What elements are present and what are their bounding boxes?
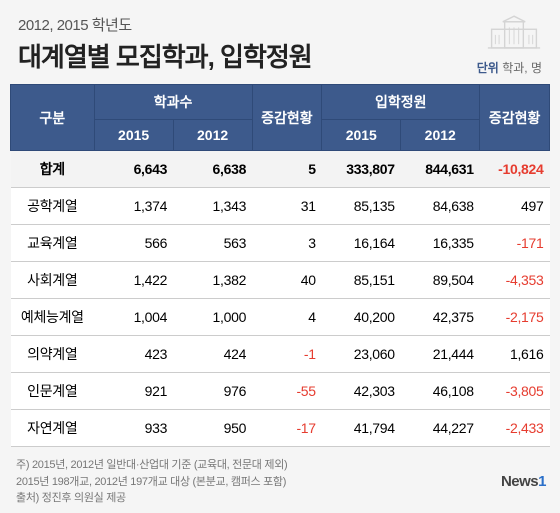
cell-dept-2012: 950 (173, 410, 252, 447)
building-icon (486, 14, 542, 52)
cell-dept-diff: 3 (252, 225, 322, 262)
cell-dept-2015: 566 (94, 225, 173, 262)
cell-category: 공학계열 (11, 188, 95, 225)
table-row: 예체능계열1,0041,000440,20042,375-2,175 (11, 299, 550, 336)
table-row: 의약계열423424-123,06021,4441,616 (11, 336, 550, 373)
cell-quota-diff: -10,824 (480, 151, 550, 188)
cell-dept-2012: 1,382 (173, 262, 252, 299)
logo-suffix: 1 (538, 473, 546, 490)
cell-dept-2012: 1,343 (173, 188, 252, 225)
col-quota-2012: 2012 (401, 120, 480, 151)
cell-quota-2012: 844,631 (401, 151, 480, 188)
cell-dept-2015: 1,004 (94, 299, 173, 336)
cell-quota-2015: 23,060 (322, 336, 401, 373)
table-row: 합계6,6436,6385333,807844,631-10,824 (11, 151, 550, 188)
cell-dept-2015: 423 (94, 336, 173, 373)
cell-quota-diff: -2,433 (480, 410, 550, 447)
cell-quota-2012: 84,638 (401, 188, 480, 225)
cell-quota-diff: -3,805 (480, 373, 550, 410)
table-row: 자연계열933950-1741,79444,227-2,433 (11, 410, 550, 447)
col-category: 구분 (11, 85, 95, 151)
source-value: 정진후 의원실 제공 (42, 492, 126, 504)
cell-dept-diff: 5 (252, 151, 322, 188)
cell-dept-2015: 933 (94, 410, 173, 447)
footnote-1: 주) 2015년, 2012년 일반대·산업대 기준 (교육대, 전문대 제외) (16, 457, 544, 474)
cell-dept-2012: 563 (173, 225, 252, 262)
cell-dept-diff: 4 (252, 299, 322, 336)
cell-category: 예체능계열 (11, 299, 95, 336)
news1-logo: News1 (501, 473, 546, 490)
cell-quota-diff: 1,616 (480, 336, 550, 373)
cell-quota-2012: 89,504 (401, 262, 480, 299)
source-line: 출처) 정진후 의원실 제공 (16, 490, 544, 507)
cell-quota-2015: 333,807 (322, 151, 401, 188)
footer-block: 주) 2015년, 2012년 일반대·산업대 기준 (교육대, 전문대 제외)… (0, 447, 560, 513)
cell-quota-diff: -171 (480, 225, 550, 262)
cell-quota-diff: 497 (480, 188, 550, 225)
logo-brand: News (501, 473, 538, 490)
cell-quota-2012: 16,335 (401, 225, 480, 262)
cell-dept-diff: -1 (252, 336, 322, 373)
table-row: 교육계열566563316,16416,335-171 (11, 225, 550, 262)
col-dept-diff: 증감현황 (252, 85, 322, 151)
cell-quota-2012: 21,444 (401, 336, 480, 373)
col-quota-group: 입학정원 (322, 85, 480, 120)
cell-dept-2015: 1,422 (94, 262, 173, 299)
table-body: 합계6,6436,6385333,807844,631-10,824공학계열1,… (11, 151, 550, 447)
cell-category: 인문계열 (11, 373, 95, 410)
header-block: 2012, 2015 학년도 대계열별 모집학과, 입학정원 단위 학과, 명 (0, 0, 560, 84)
col-dept-2015: 2015 (94, 120, 173, 151)
table-row: 인문계열921976-5542,30346,108-3,805 (11, 373, 550, 410)
unit-label-block: 단위 학과, 명 (477, 59, 542, 76)
cell-category: 교육계열 (11, 225, 95, 262)
cell-quota-2012: 42,375 (401, 299, 480, 336)
cell-dept-diff: -17 (252, 410, 322, 447)
cell-dept-2015: 6,643 (94, 151, 173, 188)
cell-dept-diff: -55 (252, 373, 322, 410)
subtitle: 2012, 2015 학년도 (18, 14, 542, 35)
table-head: 구분 학과수 증감현황 입학정원 증감현황 2015 2012 2015 201… (11, 85, 550, 151)
col-dept-group: 학과수 (94, 85, 252, 120)
source-label: 출처) (16, 492, 39, 504)
cell-dept-2012: 1,000 (173, 299, 252, 336)
footnote-2: 2015년 198개교, 2012년 197개교 대상 (본분교, 캠퍼스 포함… (16, 474, 544, 491)
cell-quota-diff: -2,175 (480, 299, 550, 336)
cell-dept-2015: 921 (94, 373, 173, 410)
cell-quota-2012: 46,108 (401, 373, 480, 410)
unit-value: 학과, 명 (502, 61, 542, 75)
col-quota-2015: 2015 (322, 120, 401, 151)
cell-quota-2015: 85,151 (322, 262, 401, 299)
unit-label: 단위 (477, 61, 499, 75)
col-dept-2012: 2012 (173, 120, 252, 151)
main-title: 대계열별 모집학과, 입학정원 (18, 37, 542, 74)
cell-dept-diff: 40 (252, 262, 322, 299)
cell-dept-2012: 976 (173, 373, 252, 410)
cell-quota-2015: 16,164 (322, 225, 401, 262)
cell-category: 의약계열 (11, 336, 95, 373)
table-row: 사회계열1,4221,3824085,15189,504-4,353 (11, 262, 550, 299)
cell-dept-2012: 424 (173, 336, 252, 373)
cell-quota-2015: 42,303 (322, 373, 401, 410)
cell-quota-2015: 40,200 (322, 299, 401, 336)
cell-category: 사회계열 (11, 262, 95, 299)
cell-quota-2012: 44,227 (401, 410, 480, 447)
table-row: 공학계열1,3741,3433185,13584,638497 (11, 188, 550, 225)
cell-quota-2015: 85,135 (322, 188, 401, 225)
cell-category: 합계 (11, 151, 95, 188)
col-quota-diff: 증감현황 (480, 85, 550, 151)
data-table: 구분 학과수 증감현황 입학정원 증감현황 2015 2012 2015 201… (10, 84, 550, 447)
cell-dept-2012: 6,638 (173, 151, 252, 188)
cell-quota-2015: 41,794 (322, 410, 401, 447)
cell-quota-diff: -4,353 (480, 262, 550, 299)
cell-dept-2015: 1,374 (94, 188, 173, 225)
cell-category: 자연계열 (11, 410, 95, 447)
cell-dept-diff: 31 (252, 188, 322, 225)
